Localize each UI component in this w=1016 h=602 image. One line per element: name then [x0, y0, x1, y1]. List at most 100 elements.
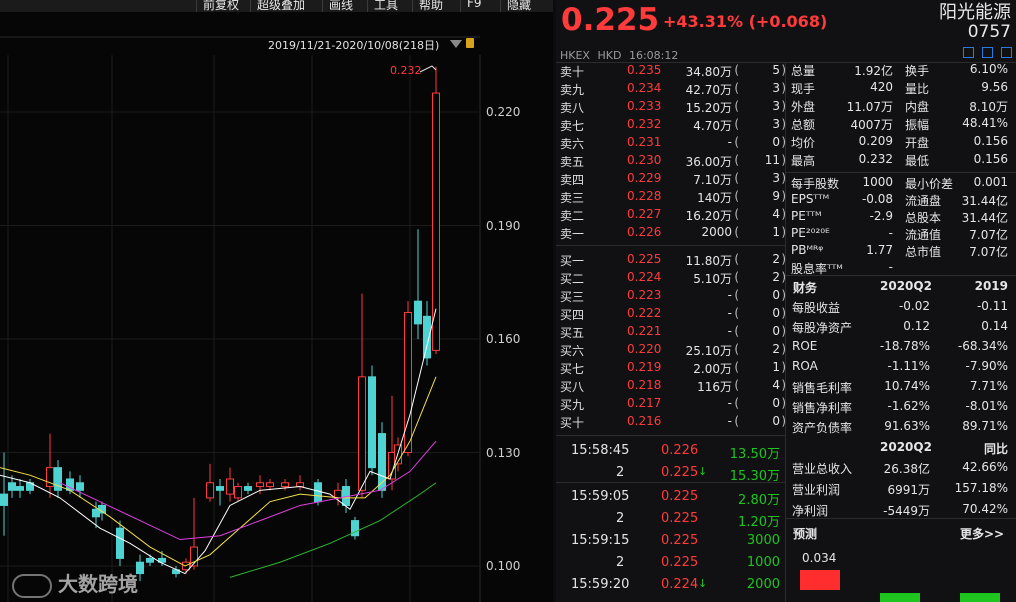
ask-row[interactable]: 卖二 0.227 16.20万(4)	[556, 206, 786, 224]
candle-body	[136, 561, 144, 575]
candle-body	[266, 482, 274, 488]
y-tick: 0.190	[486, 219, 521, 233]
ask-row[interactable]: 卖六 0.231 -(0)	[556, 134, 786, 152]
paren-close: )	[781, 135, 786, 149]
toolbar-help[interactable]: 帮助	[412, 0, 443, 12]
finance-col-header: 2019	[974, 279, 1008, 293]
toolbar-hide[interactable]: 隐藏	[500, 0, 531, 12]
trade-volume: 2.80万	[738, 493, 780, 508]
stat2-label: 股息率ᵀᵀᴹ	[791, 262, 843, 276]
stat-value: 0.209	[858, 134, 893, 148]
bid-row[interactable]: 买四 0.222 -(0)	[556, 305, 786, 323]
bid-row[interactable]: 买十 0.216 -(0)	[556, 413, 786, 431]
finance-label: 销售净利率	[792, 401, 853, 415]
bid-row[interactable]: 买五 0.221 -(0)	[556, 323, 786, 341]
level-volume: -	[727, 414, 732, 428]
level-price: 0.232	[627, 117, 662, 131]
candle-body	[296, 482, 304, 488]
ask-row[interactable]: 卖三 0.228 140万(9)	[556, 188, 786, 206]
bid-row[interactable]: 买九 0.217 -(0)	[556, 395, 786, 413]
level-label: 卖一	[560, 227, 585, 241]
level-label: 卖八	[560, 101, 585, 115]
paren-close: )	[781, 63, 786, 77]
level-label: 卖四	[560, 173, 585, 187]
lock-icon[interactable]	[466, 38, 474, 48]
stat-value: 48.41%	[962, 116, 1008, 130]
level-count: 3	[772, 99, 780, 113]
candle-body	[351, 520, 359, 537]
paren-close: )	[781, 270, 786, 284]
level-volume: -	[727, 306, 732, 320]
finance-value: -8.01%	[965, 399, 1008, 413]
bid-row[interactable]: 买六 0.220 25.10万(2)	[556, 341, 786, 359]
stat2-label: PBᴹᴿᵠ	[791, 243, 824, 257]
level-label: 买四	[560, 308, 585, 322]
bid-row[interactable]: 买七 0.219 2.00万(1)	[556, 359, 786, 377]
level-price: 0.233	[627, 99, 662, 113]
ask-row[interactable]: 卖一 0.226 2000(1)	[556, 224, 786, 242]
ask-row[interactable]: 卖八 0.233 15.20万(3)	[556, 98, 786, 116]
peak-arrow	[419, 65, 437, 73]
level-label: 买二	[560, 272, 585, 286]
range-dropdown-icon[interactable]	[450, 40, 462, 48]
ask-row[interactable]: 卖七 0.232 4.70万(3)	[556, 116, 786, 134]
bid-row[interactable]: 买三 0.223 -(0)	[556, 287, 786, 305]
level-count: 4	[772, 207, 780, 221]
ask-row[interactable]: 卖四 0.229 7.10万(3)	[556, 170, 786, 188]
bid-row[interactable]: 买二 0.224 5.10万(2)	[556, 269, 786, 287]
level-count: 4	[772, 378, 780, 392]
date-range-label[interactable]: 2019/11/21-2020/10/08(218日)	[268, 39, 440, 52]
toolbar-overlay[interactable]: 超级叠加	[250, 0, 305, 12]
stat2-label: 流通值	[905, 228, 942, 242]
level-label: 买一	[560, 254, 585, 268]
ask-row[interactable]: 卖十 0.235 34.80万(5)	[556, 62, 786, 80]
level-price: 0.219	[627, 360, 662, 374]
paren-close: )	[781, 378, 786, 392]
stat2-value: -0.08	[861, 192, 893, 206]
edit-icon[interactable]	[963, 47, 974, 58]
ask-row[interactable]: 卖九 0.234 42.70万(3)	[556, 80, 786, 98]
add-icon[interactable]	[1001, 47, 1012, 58]
ma5-line	[0, 308, 437, 575]
paren-close: )	[781, 342, 786, 356]
forecast-more-link[interactable]: 更多>>	[960, 527, 1005, 541]
paren-close: )	[781, 306, 786, 320]
alert-icon[interactable]	[982, 47, 993, 58]
paren-open: (	[734, 414, 739, 428]
paren-close: )	[781, 414, 786, 428]
quote-panel	[556, 0, 1016, 602]
trade-volume: 2000	[746, 577, 780, 592]
paren-close: )	[781, 189, 786, 203]
level-volume: 34.80万	[685, 65, 732, 79]
level-price: 0.221	[627, 324, 662, 338]
level-count: 0	[772, 288, 780, 302]
paren-close: )	[781, 171, 786, 185]
forecast-title: 预测	[793, 527, 818, 541]
peak-label: 0.232	[390, 64, 422, 77]
level-count: 9	[772, 189, 780, 203]
level-count: 11	[764, 153, 780, 167]
level-price: 0.231	[627, 135, 662, 149]
stat-value: 420	[870, 80, 893, 94]
ask-row[interactable]: 卖五 0.230 36.00万(11)	[556, 152, 786, 170]
bid-row[interactable]: 买八 0.218 116万(4)	[556, 377, 786, 395]
y-tick: 0.100	[486, 559, 521, 573]
bid-row[interactable]: 买一 0.225 11.80万(2)	[556, 251, 786, 269]
level-price: 0.217	[627, 396, 662, 410]
level-label: 卖七	[560, 119, 585, 133]
stat-label: 开盘	[905, 136, 930, 150]
finance-value: 42.66%	[962, 460, 1008, 474]
stat2-label: EPSᵀᵀᴹ	[791, 192, 830, 206]
stat2-value: 7.07亿	[969, 245, 1008, 259]
candle-body	[76, 482, 84, 491]
toolbar-f9[interactable]: F9	[460, 0, 482, 12]
level-label: 买八	[560, 380, 585, 394]
candle-body	[256, 482, 264, 488]
toolbar-tools[interactable]: 工具	[367, 0, 398, 12]
finance-col-header: 2020Q2	[880, 440, 932, 454]
toolbar-fuquan[interactable]: 前复权	[196, 0, 239, 12]
toolbar-draw[interactable]: 画线	[322, 0, 353, 12]
kline-chart[interactable]: 前复权 超级叠加 画线 工具 帮助 F9 隐藏 2019/11/21-2020/…	[0, 0, 553, 602]
level-label: 买十	[560, 416, 585, 430]
stat2-label: 流通盘	[905, 194, 942, 208]
